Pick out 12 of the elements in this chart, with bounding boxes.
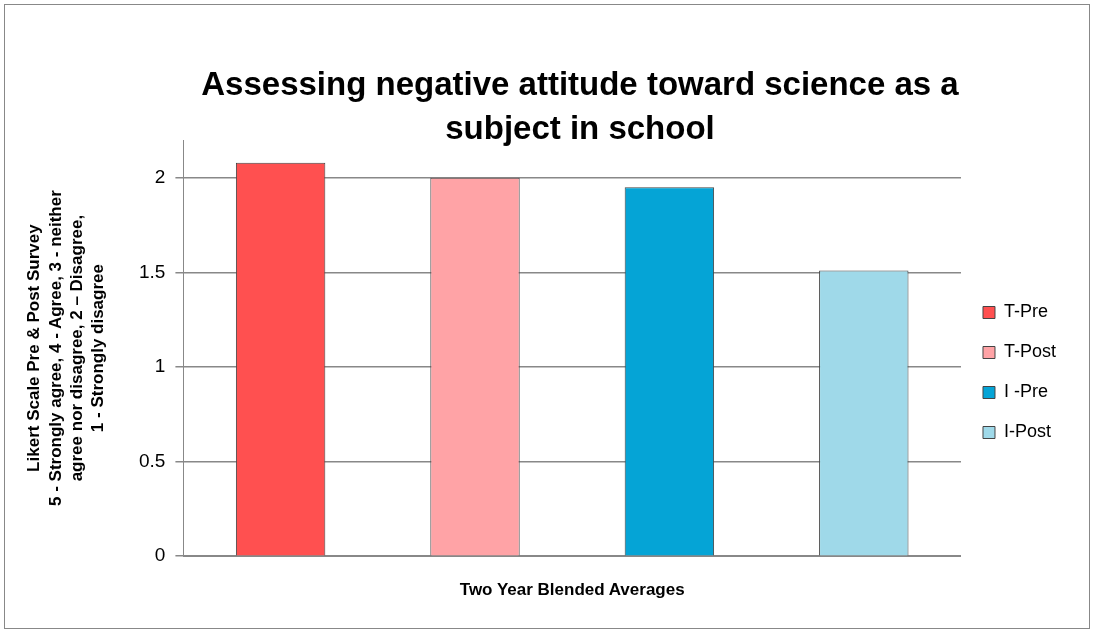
y-tick-label: 1 bbox=[154, 355, 166, 377]
x-axis-title: Two Year Blended Averages bbox=[459, 580, 685, 600]
y-tick-label: 0.5 bbox=[138, 449, 166, 471]
legend-label: I-Post bbox=[1003, 421, 1051, 442]
y-tick-label: 1.5 bbox=[138, 260, 166, 282]
y-tick-label: 0 bbox=[154, 544, 166, 566]
legend-label: T-Post bbox=[1003, 341, 1056, 362]
legend-label: T-Pre bbox=[1003, 301, 1048, 322]
legend-label: I -Pre bbox=[1003, 381, 1048, 402]
y-axis-title: Likert Scale Pre & Post Survey 5 - Strongly agree, 4 - Agree, 3 - neither agree nor disagree, 2 – Disagree, 1 - Strongly disagree bbox=[24, 189, 108, 507]
chart-title: Assessing negative attitude toward science as a subject in school bbox=[200, 64, 960, 148]
y-tick-label: 2 bbox=[154, 166, 166, 188]
